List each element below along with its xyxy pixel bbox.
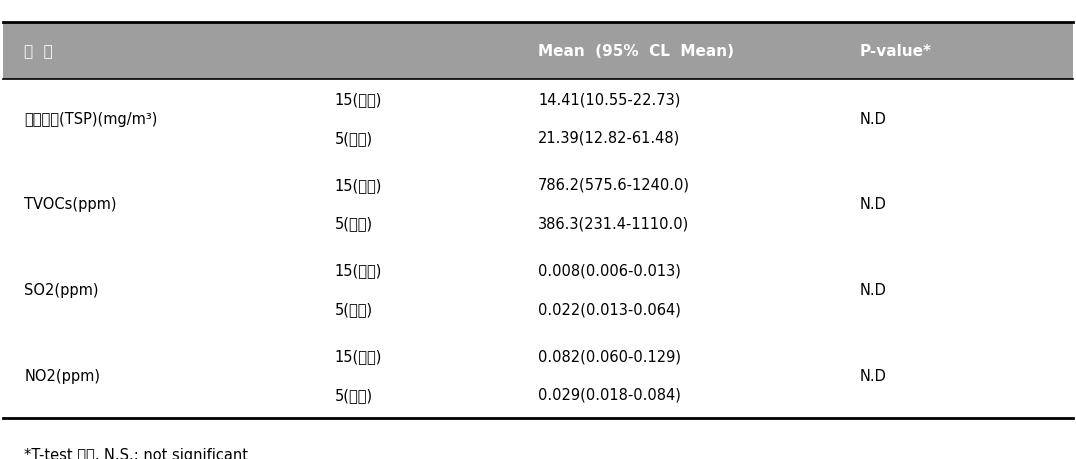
Text: 21.39(12.82-61.48): 21.39(12.82-61.48)	[538, 131, 680, 146]
Text: 0.029(0.018-0.084): 0.029(0.018-0.084)	[538, 387, 681, 402]
Text: N.D: N.D	[859, 197, 886, 212]
Text: 14.41(10.55-22.73): 14.41(10.55-22.73)	[538, 92, 680, 107]
Text: 786.2(575.6-1240.0): 786.2(575.6-1240.0)	[538, 178, 690, 192]
Text: 0.008(0.006-0.013): 0.008(0.006-0.013)	[538, 263, 681, 278]
Bar	[3, 23, 1073, 80]
Text: 15(남자): 15(남자)	[335, 178, 382, 192]
Text: 386.3(231.4-1110.0): 386.3(231.4-1110.0)	[538, 216, 690, 231]
Text: 문  항: 문 항	[24, 44, 53, 59]
Text: TVOCs(ppm): TVOCs(ppm)	[24, 197, 116, 212]
Text: N.D: N.D	[859, 368, 886, 383]
Text: 0.082(0.060-0.129): 0.082(0.060-0.129)	[538, 348, 681, 364]
Text: 15(남자): 15(남자)	[335, 92, 382, 107]
Text: *T-test 검정, N.S.; not significant: *T-test 검정, N.S.; not significant	[24, 447, 249, 459]
Text: 15(남자): 15(남자)	[335, 348, 382, 364]
Text: P-value*: P-value*	[859, 44, 931, 59]
Text: 5(여자): 5(여자)	[335, 387, 372, 402]
Text: NO2(ppm): NO2(ppm)	[24, 368, 100, 383]
Text: N.D: N.D	[859, 112, 886, 126]
Text: Mean  (95%  CL  Mean): Mean (95% CL Mean)	[538, 44, 734, 59]
Text: SO2(ppm): SO2(ppm)	[24, 282, 99, 297]
Text: 5(여자): 5(여자)	[335, 302, 372, 317]
Text: N.D: N.D	[859, 282, 886, 297]
Text: 5(여자): 5(여자)	[335, 131, 372, 146]
Text: 15(남자): 15(남자)	[335, 263, 382, 278]
Text: 0.022(0.013-0.064): 0.022(0.013-0.064)	[538, 302, 681, 317]
Text: 5(여자): 5(여자)	[335, 216, 372, 231]
Text: 미세먼지(TSP)(mg/m³): 미세먼지(TSP)(mg/m³)	[24, 112, 157, 126]
